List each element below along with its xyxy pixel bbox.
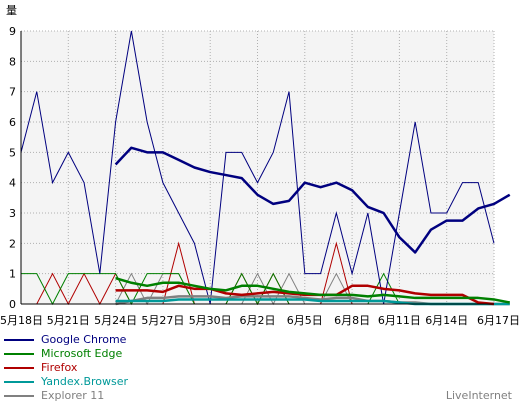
x-tick-label: 6月5日 — [287, 314, 323, 327]
series-average-line-0 — [114, 146, 511, 254]
y-tick-label: 4 — [9, 177, 16, 190]
legend-item-explorer: Explorer 11 — [0, 389, 300, 403]
legend-item-firefox: Firefox — [0, 361, 300, 375]
legend-swatch-explorer — [4, 395, 34, 397]
x-tick-label: 5月27日 — [141, 314, 184, 327]
chart-canvas: 量 0 1 2 3 4 5 6 7 8 9 5月18日 5月21日 5月24日 5月27日 5月30日 6月… — [0, 4, 520, 327]
legend-swatch-firefox — [4, 367, 34, 369]
legend-item-chrome: Google Chrome — [0, 333, 300, 347]
x-tick-label: 6月11日 — [378, 314, 421, 327]
x-tick-label: 6月2日 — [240, 314, 276, 327]
x-tick-label: 6月8日 — [334, 314, 370, 327]
watermark-liveinternet: LiveInternet — [445, 389, 512, 402]
y-tick-label: 9 — [9, 25, 16, 38]
x-tick-label: 5月18日 — [0, 314, 43, 327]
y-tick-label: 6 — [9, 116, 16, 129]
x-tick-label: 5月30日 — [189, 314, 232, 327]
series-average-line-2 — [115, 284, 495, 306]
x-tick-label: 6月17日 — [477, 314, 520, 327]
y-axis-label: 量 — [6, 4, 17, 17]
y-tick-label: 7 — [9, 86, 16, 99]
x-tick-label: 6月14日 — [425, 314, 468, 327]
y-tick-label: 3 — [9, 207, 16, 220]
series-average-line-1 — [115, 277, 511, 304]
y-tick-label: 2 — [9, 237, 16, 250]
y-tick-label: 5 — [9, 146, 16, 159]
y-tick-label: 8 — [9, 55, 16, 68]
y-axis-ticks: 0 1 2 3 4 5 6 7 8 9 — [9, 25, 16, 311]
series-line-0 — [20, 30, 495, 305]
legend-swatch-edge — [4, 353, 34, 355]
legend-label-chrome: Google Chrome — [41, 333, 127, 346]
legend-item-edge: Microsoft Edge — [0, 347, 300, 361]
legend-swatch-chrome — [4, 339, 34, 341]
legend-item-yandex: Yandex.Browser — [0, 375, 300, 389]
legend-label-yandex: Yandex.Browser — [41, 375, 129, 388]
legend-swatch-yandex — [4, 381, 34, 383]
x-axis-ticks: 5月18日 5月21日 5月24日 5月27日 5月30日 6月2日 6月5日 6月8日 6月1… — [0, 314, 520, 327]
x-tick-label: 5月24日 — [94, 314, 137, 327]
legend-label-firefox: Firefox — [41, 361, 78, 374]
x-tick-label: 5月21日 — [47, 314, 90, 327]
y-tick-label: 1 — [9, 268, 16, 281]
legend-label-explorer: Explorer 11 — [41, 389, 105, 402]
legend-label-edge: Microsoft Edge — [41, 347, 123, 360]
y-tick-label: 0 — [9, 298, 16, 311]
legend: Google Chrome Microsoft Edge Firefox Yan… — [0, 333, 300, 403]
